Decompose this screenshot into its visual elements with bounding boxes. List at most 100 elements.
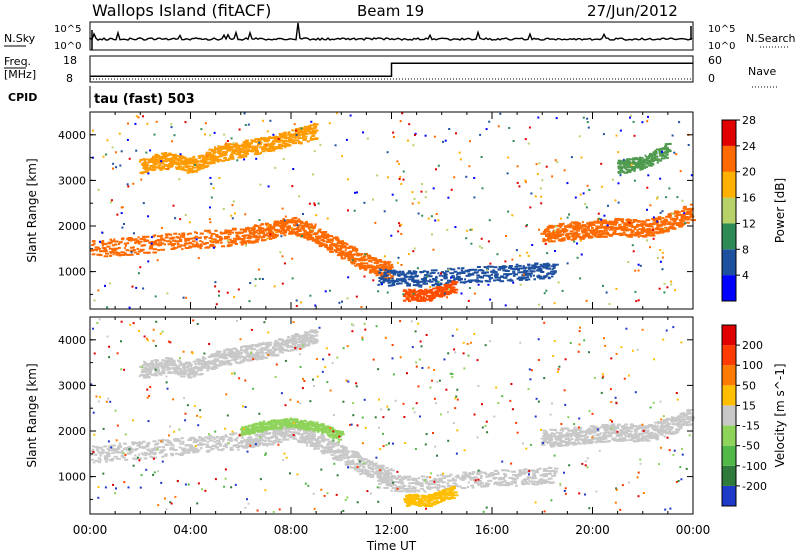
scatter-cell [568,232,574,235]
scatter-cell [411,290,416,293]
scatter-cell [406,298,410,301]
scatter-cell [364,262,369,265]
scatter-cell [224,434,227,436]
scatter-cell [255,229,260,232]
scatter-cell [203,364,207,367]
scatter-cell [151,366,156,369]
scatter-cell [236,143,239,146]
scatter-cell [317,230,321,233]
scatter-cell [663,146,668,149]
scatter-cell [354,264,358,267]
scatter-cell [434,282,438,285]
scatter-cell [465,274,470,277]
scatter-cell [544,242,547,245]
scatter-cell [534,195,537,198]
scatter-cell [429,286,432,288]
scatter-cell [390,467,393,470]
scatter-cell [207,151,212,154]
scatter-cell [215,234,219,236]
scatter-cell [235,349,239,352]
scatter-cell [251,233,256,236]
scatter-cell [191,446,195,449]
scatter-cell [282,158,285,161]
scatter-cell [197,166,203,168]
scatter-cell [194,372,197,375]
scatter-cell [326,451,331,454]
scatter-cell [149,455,153,458]
scatter-cell [516,165,519,168]
scatter-cell [299,222,303,225]
scatter-cell [111,244,115,247]
scatter-cell [451,286,454,289]
scatter-cell [572,227,577,230]
scatter-cell [617,171,622,174]
scatter-cell [258,356,261,358]
scatter-cell [687,144,690,146]
scatter-cell [274,343,279,346]
scatter-cell [358,257,363,260]
scatter-cell [345,247,351,249]
scatter-cell [402,295,407,298]
scatter-cell [619,169,624,172]
scatter-cell [212,187,215,190]
scatter-cell [566,182,569,185]
scatter-cell [154,240,157,242]
scatter-cell [266,137,269,140]
scatter-cell [333,458,337,460]
scatter-cell [148,241,152,244]
scatter-cell [541,277,545,280]
scatter-cell [413,288,416,291]
scatter-cell [656,226,660,229]
scatter-cell [116,457,121,460]
scatter-cell [433,135,436,138]
scatter-cell [624,161,630,164]
scatter-cell [205,436,210,439]
scatter-cell [94,459,99,462]
scatter-cell [642,158,648,161]
scatter-cell [168,164,174,167]
scatter-cell [208,148,214,151]
scatter-cell [229,439,233,442]
scatter-cell [170,123,173,126]
scatter-cell [490,273,494,276]
scatter-cell [374,221,377,224]
scatter-cell [651,157,656,160]
scatter-cell [551,240,556,243]
scatter-cell [242,446,245,449]
scatter-cell [336,457,339,460]
scatter-cell [315,214,318,217]
scatter-cell [315,438,318,441]
scatter-cell [581,221,584,224]
scatter-cell [673,151,676,154]
scatter-cell [258,219,261,221]
scatter-cell [312,430,316,433]
scatter-cell [623,171,629,174]
scatter-cell [641,156,644,159]
scatter-cell [115,449,119,452]
scatter-cell [579,193,582,196]
scatter-cell [157,446,161,449]
scatter-cell [567,224,570,227]
scatter-cell [265,147,269,150]
scatter-cell [256,144,260,147]
scatter-cell [305,220,308,223]
scatter-cell [359,462,363,465]
scatter-cell [262,431,268,434]
scatter-cell [242,149,246,152]
scatter-cell [106,245,111,248]
scatter-cell [635,231,639,234]
scatter-cell [100,250,105,253]
scatter-cell [682,207,687,210]
scatter-cell [374,464,379,467]
scatter-cell [360,460,364,462]
scatter-cell [559,226,562,229]
scatter-cell [270,232,275,235]
scatter-cell [238,149,242,152]
scatter-cell [345,138,348,141]
scatter-cell [141,446,147,449]
scatter-cell [217,145,220,148]
scatter-cell [479,276,484,279]
scatter-cell [273,285,276,288]
scatter-cell [317,447,320,450]
scatter-cell [366,473,371,475]
